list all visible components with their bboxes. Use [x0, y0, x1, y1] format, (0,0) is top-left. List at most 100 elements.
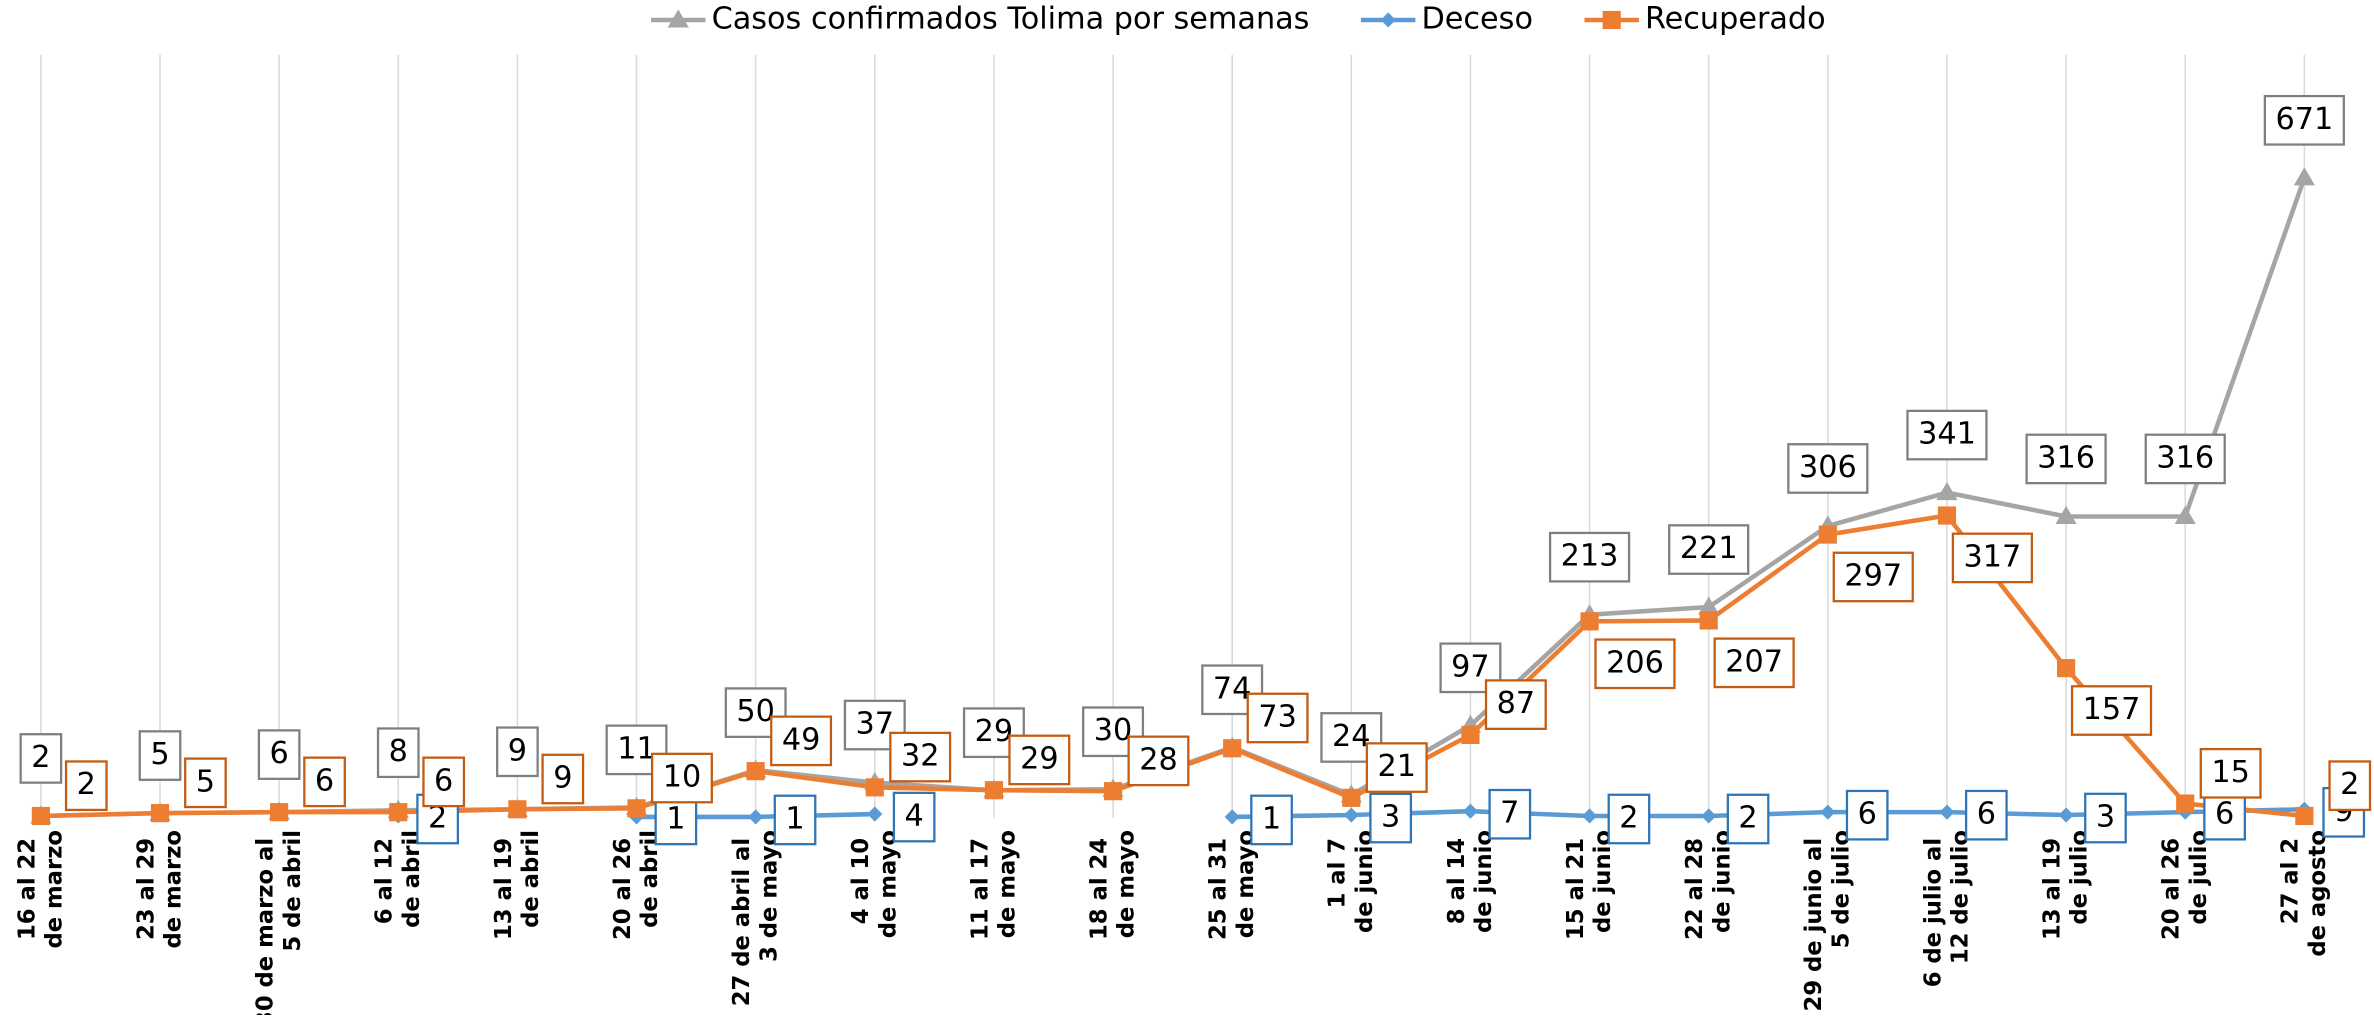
data-label: 6	[270, 736, 289, 771]
marker	[2174, 505, 2196, 525]
marker	[508, 800, 527, 819]
x-tick-line: de junio	[1471, 830, 1497, 933]
x-tick-line: de abril	[518, 830, 544, 928]
data-label-box	[2328, 760, 2372, 812]
marker	[2176, 794, 2195, 813]
legend-label: Deceso	[1421, 1, 1532, 36]
data-label-box	[1008, 734, 1071, 786]
marker	[2293, 167, 2315, 186]
data-label-box	[2144, 433, 2226, 485]
data-label: 8	[389, 734, 408, 769]
x-tick-label: 23 al 29 de marzo	[133, 830, 186, 949]
x-tick-line: de junio	[1351, 830, 1377, 933]
data-label: 207	[1725, 644, 1783, 679]
x-tick-line: 20 al 26	[2158, 830, 2184, 940]
data-label-box	[1250, 794, 1293, 846]
x-tick-line: 29 de junio al	[1801, 830, 1827, 1011]
data-label: 29	[975, 714, 1014, 749]
x-tick-label: 15 al 21 de junio	[1562, 830, 1615, 940]
data-label-box	[1787, 443, 1869, 494]
data-label: 11	[617, 731, 656, 766]
data-label: 2	[77, 767, 96, 802]
data-label: 1	[1262, 801, 1281, 836]
marker	[2295, 806, 2314, 826]
data-label-box	[1726, 793, 1770, 845]
data-label: 206	[1606, 645, 1664, 680]
marker	[1698, 596, 1720, 615]
marker	[1224, 809, 1240, 825]
legend-marker	[1380, 12, 1396, 28]
x-tick-label: 6 al 12 de abril	[371, 830, 424, 928]
x-tick-line: de mayo	[1232, 830, 1258, 938]
marker	[150, 804, 170, 823]
data-label-box	[184, 757, 227, 809]
x-tick-line: de julio	[2066, 830, 2092, 925]
legend-marker	[667, 9, 689, 28]
data-label: 73	[1258, 699, 1297, 734]
marker	[2055, 505, 2077, 525]
data-label: 24	[1332, 719, 1371, 754]
x-tick-label: 4 al 10 de mayo	[848, 830, 901, 938]
x-tick-label: 13 al 19 de julio	[2039, 830, 2092, 940]
data-label-box	[2203, 789, 2246, 841]
data-label: 2	[2340, 767, 2359, 802]
marker	[2057, 659, 2076, 678]
x-tick-line: 22 al 28	[1682, 830, 1708, 940]
series-line	[40, 177, 2307, 819]
data-label: 1	[785, 801, 804, 836]
x-tick-line: 27 de abril al	[729, 830, 755, 1006]
x-tick-line: de mayo	[1113, 830, 1139, 938]
x-tick-line: 25 al 31	[1205, 830, 1231, 940]
marker	[31, 806, 50, 826]
data-label-box	[19, 733, 63, 784]
x-tick-line: 12 de julio	[1947, 830, 1973, 964]
x-tick-label: 6 de julio al 12 de julio	[1920, 830, 1973, 987]
data-label: 87	[1497, 686, 1536, 721]
x-tick-label: 29 de junio al 5 de julio	[1801, 830, 1854, 1011]
data-label-box	[1246, 692, 1309, 744]
x-tick-line: de mayo	[875, 830, 901, 938]
x-tick-line: 16 al 22	[14, 830, 40, 940]
marker	[1936, 482, 1958, 501]
data-label: 317	[1963, 539, 2021, 574]
data-label: 297	[1844, 558, 1902, 593]
data-label-box	[889, 731, 952, 783]
x-tick-line: 18 al 24	[1086, 830, 1112, 940]
data-label-box	[654, 794, 698, 846]
x-tick-label: 16 al 22 de marzo	[14, 830, 67, 949]
data-label: 49	[782, 722, 821, 757]
data-label: 221	[1680, 531, 1738, 566]
marker	[1582, 808, 1598, 824]
marker	[1342, 788, 1361, 807]
marker	[1939, 804, 1955, 820]
x-tick-line: de marzo	[41, 830, 67, 949]
data-label: 316	[2156, 440, 2214, 475]
marker	[1223, 739, 1242, 758]
x-tick-line: 15 al 21	[1562, 830, 1588, 940]
data-label: 671	[2275, 102, 2333, 137]
x-tick-line: 8 al 14	[1443, 830, 1469, 924]
data-label: 74	[1213, 671, 1252, 706]
data-label: 97	[1451, 649, 1490, 684]
data-label-box	[541, 753, 585, 805]
data-label-box	[376, 727, 420, 779]
marker	[1461, 725, 1480, 744]
data-label-box	[1832, 551, 1914, 603]
data-label: 316	[2037, 440, 2095, 475]
data-label: 6	[1858, 797, 1877, 832]
x-tick-line: de abril	[637, 830, 663, 928]
data-label: 213	[1561, 539, 1619, 574]
data-label-box	[650, 752, 713, 804]
data-label-box	[1713, 637, 1795, 689]
data-label: 341	[1918, 417, 1976, 452]
x-tick-line: 30 de marzo al	[252, 830, 278, 1015]
data-label-box	[1607, 793, 1651, 845]
data-label: 5	[150, 737, 169, 772]
data-label-box	[303, 756, 346, 808]
marker	[1820, 804, 1836, 820]
data-label: 6	[315, 763, 334, 798]
x-tick-line: 23 al 29	[133, 830, 159, 940]
x-tick-label: 20 al 26 de julio	[2158, 830, 2211, 940]
data-label: 37	[856, 707, 895, 742]
